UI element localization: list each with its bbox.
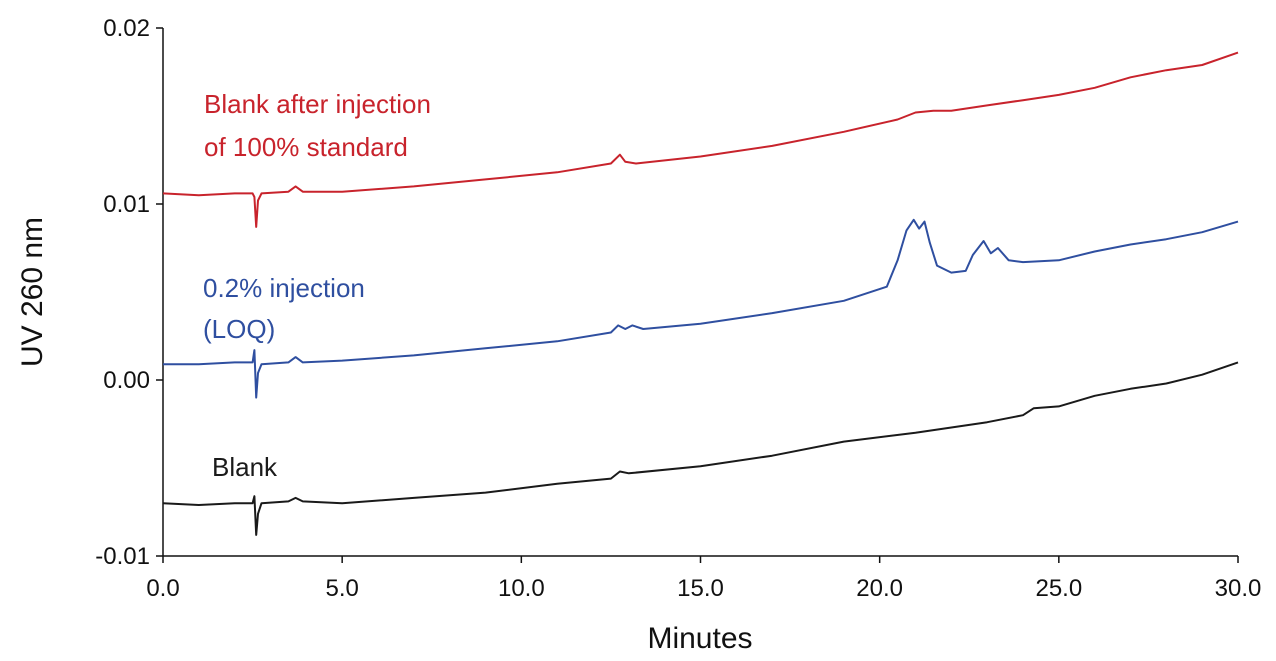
series-line-1 bbox=[163, 218, 1239, 399]
y-axis-title: UV 260 nm bbox=[16, 217, 49, 367]
y-tick-label: 0.00 bbox=[103, 367, 150, 394]
x-tick-label: 25.0 bbox=[1035, 575, 1082, 602]
series-label-line: (LOQ) bbox=[203, 314, 275, 344]
x-tick-label: 10.0 bbox=[498, 575, 545, 602]
series-lines bbox=[162, 51, 1239, 536]
x-tick-label: 0.0 bbox=[146, 575, 179, 602]
y-axis-ticks: -0.01 0.00 0.01 0.02 bbox=[95, 15, 163, 570]
x-axis-title: Minutes bbox=[647, 622, 752, 655]
series-label-line: of 100% standard bbox=[204, 132, 408, 162]
series-label-loq-injection: 0.2% injection (LOQ) bbox=[203, 273, 372, 344]
x-tick-label: 30.0 bbox=[1215, 575, 1262, 602]
y-tick-label: 0.01 bbox=[103, 191, 150, 218]
series-label-blank-after-100-standard: Blank after injection of 100% standard bbox=[204, 89, 438, 162]
x-axis-ticks: 0.0 5.0 10.0 15.0 20.0 25.0 30.0 bbox=[146, 556, 1261, 602]
series-label-blank: Blank bbox=[212, 452, 278, 482]
x-tick-label: 15.0 bbox=[677, 575, 724, 602]
series-label-line: 0.2% injection bbox=[203, 273, 365, 303]
series-line-0 bbox=[162, 51, 1239, 228]
x-tick-label: 20.0 bbox=[856, 575, 903, 602]
y-tick-label: 0.02 bbox=[103, 15, 150, 42]
series-label-line: Blank after injection bbox=[204, 89, 431, 119]
y-tick-label: -0.01 bbox=[95, 543, 150, 570]
x-tick-label: 5.0 bbox=[325, 575, 358, 602]
series-label-line: Blank bbox=[212, 452, 278, 482]
series-line-2 bbox=[162, 361, 1239, 536]
